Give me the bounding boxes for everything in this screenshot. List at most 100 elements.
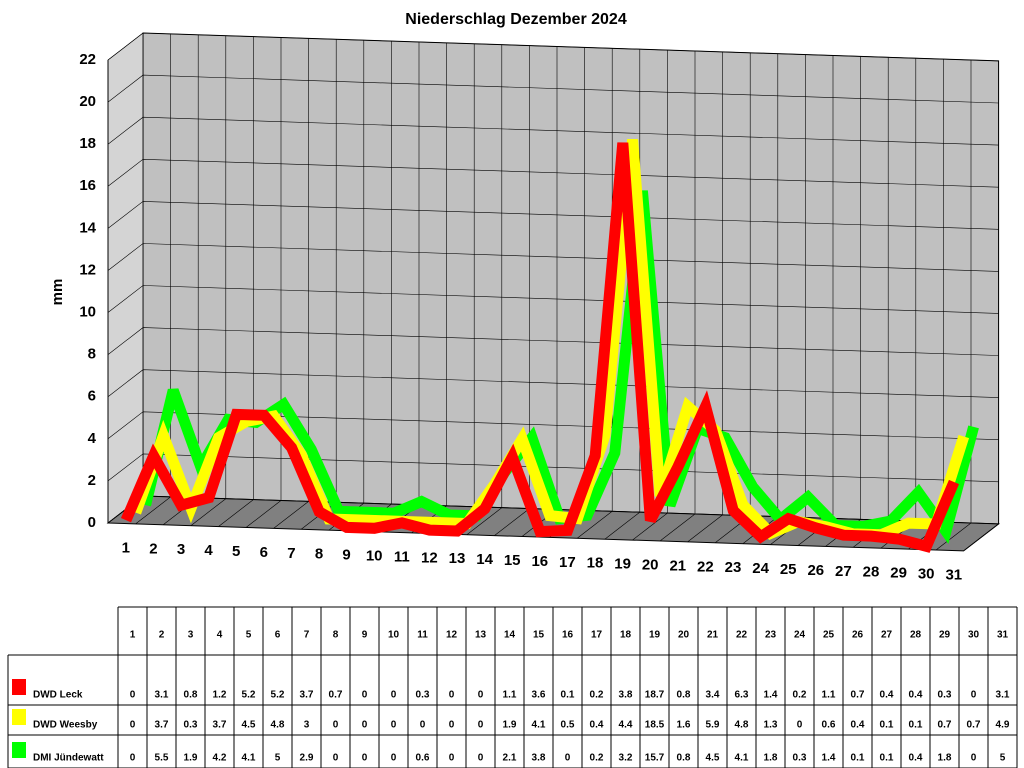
table-value: 0.4 [909,690,923,701]
table-value: 0.7 [967,720,981,731]
table-value: 0 [391,753,397,764]
table-value: 1.9 [184,753,198,764]
table-value: 18.7 [645,690,665,701]
table-value: 0 [391,690,397,701]
table-value: 0.4 [909,753,923,764]
x-tick-label: 13 [449,550,466,567]
table-header: 28 [910,630,922,641]
y-tick-label: 8 [88,346,96,363]
table-header: 18 [620,630,632,641]
floor-line [963,523,999,552]
grid-line [107,327,999,356]
table-header: 8 [333,630,339,641]
table-header: 23 [765,630,777,641]
table-value: 4.2 [213,753,227,764]
table-header: 4 [217,630,223,641]
x-tick-label: 6 [260,544,268,561]
table-value: 0.8 [184,690,198,701]
table-header: 12 [446,630,458,641]
x-tick-label: 4 [204,542,213,559]
grid-line [107,74,999,104]
table-value: 0.8 [677,753,691,764]
table-value: 0.8 [677,690,691,701]
floor-line [604,511,640,540]
table-value: 0 [362,753,368,764]
x-tick-label: 20 [642,557,659,574]
legend-label: DMI Jündewatt [33,753,104,764]
table-header: 25 [823,630,835,641]
x-tick-label: 16 [531,553,548,570]
table-value: 0.3 [416,690,430,701]
table-header: 29 [939,630,951,641]
table-value: 5.5 [155,753,169,764]
table-value: 6.3 [735,690,749,701]
table-header: 3 [188,630,194,641]
side-wall [107,32,144,524]
table-value: 0.1 [561,690,575,701]
table-header: 14 [504,630,516,641]
table-value: 0 [478,720,484,731]
y-axis-label: mm [49,279,66,306]
legend-label: DWD Weesby [33,720,98,731]
table-header: 10 [388,630,400,641]
y-tick-label: 18 [79,135,96,152]
table-value: 1.3 [764,720,778,731]
x-tick-label: 26 [807,562,824,579]
table-header: 13 [475,630,487,641]
table-value: 1.8 [938,753,952,764]
table-value: 0 [449,753,455,764]
x-tick-label: 17 [559,554,576,571]
y-tick-label: 20 [79,93,96,110]
floor-line [466,507,502,535]
y-tick-label: 6 [88,388,96,405]
table-value: 0.1 [880,720,894,731]
table-value: 0 [565,753,571,764]
floor-line [190,498,226,526]
table-value: 3.1 [155,690,169,701]
table-value: 0 [130,753,136,764]
table-header: 21 [707,630,719,641]
x-tick-label: 3 [177,541,185,558]
x-tick-label: 12 [421,549,438,566]
table-value: 0 [362,690,368,701]
table-value: 1.8 [764,753,778,764]
table-value: 3.8 [619,690,633,701]
table-value: 0.2 [590,753,604,764]
table-value: 3.7 [300,690,314,701]
table-value: 1.4 [764,690,778,701]
table-value: 1.4 [822,753,836,764]
table-header: 20 [678,630,690,641]
table-header: 16 [562,630,574,641]
y-tick-label: 0 [88,514,96,531]
table-value: 0 [333,753,339,764]
table-value: 0 [478,753,484,764]
x-tick-label: 27 [835,563,852,580]
table-value: 3.2 [619,753,633,764]
table-value: 2.9 [300,753,314,764]
x-tick-label: 29 [890,565,907,582]
floor-line [632,512,668,541]
table-value: 0.3 [793,753,807,764]
table-value: 18.5 [645,720,665,731]
table-value: 0.4 [851,720,865,731]
floor-line [577,511,613,539]
floor-line [218,499,254,527]
x-tick-label: 10 [366,548,383,565]
floor-line [494,508,530,536]
table-value: 1.6 [677,720,691,731]
y-tick-label: 2 [88,472,96,489]
table-value: 3.7 [155,720,169,731]
table-value: 0 [449,720,455,731]
table-value: 5 [1000,753,1006,764]
floor-line [135,496,171,525]
x-tick-label: 19 [614,556,631,573]
table-value: 0.7 [329,690,343,701]
table-value: 0 [333,720,339,731]
table-value: 0 [971,690,977,701]
table-value: 3.7 [213,720,227,731]
table-value: 0.6 [822,720,836,731]
table-header: 7 [304,630,310,641]
y-tick-label: 16 [79,177,96,194]
table-value: 0.3 [938,690,952,701]
